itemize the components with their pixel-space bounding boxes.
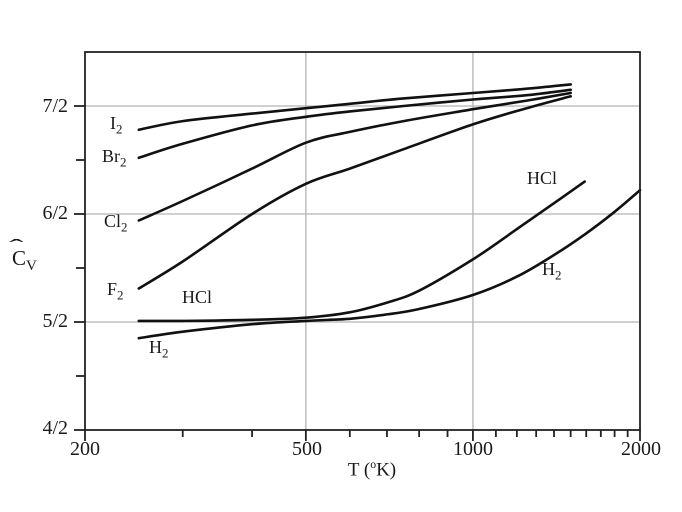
curve-label-h2-left-sub: 2 <box>162 345 169 361</box>
curve-label-f2-text: F <box>107 279 118 299</box>
curve-label-i2-sub: 2 <box>116 121 123 137</box>
curve-br2 <box>137 88 572 160</box>
curve-h2 <box>137 188 642 340</box>
circumflex-hat-glyph: ˆ <box>9 236 24 258</box>
curve-hcl <box>137 180 586 323</box>
curve-label-cl2-text: Cl <box>104 211 122 231</box>
curve-i2 <box>137 83 572 132</box>
x-tick-label-2000: 2000 <box>621 438 661 460</box>
curve-label-h2-left: H2 <box>149 337 168 361</box>
y-axis-title: ˆ CV <box>9 236 37 275</box>
x-axis-title: T (oK) <box>312 454 432 481</box>
x-tick-label-1000: 1000 <box>453 438 493 460</box>
curve-label-br2: Br2 <box>102 146 126 170</box>
curve-label-h2-right: H2 <box>542 259 561 283</box>
curve-label-h2-right-sub: 2 <box>555 267 562 283</box>
curve-label-cl2-sub: 2 <box>121 219 128 235</box>
x-axis-title-suffix: K) <box>376 459 397 481</box>
curve-f2 <box>137 95 572 290</box>
curve-label-br2-text: Br <box>102 146 120 166</box>
curve-label-br2-sub: 2 <box>120 154 127 170</box>
x-tick-label-200: 200 <box>70 438 100 460</box>
curve-label-hcl-left-text: HCl <box>182 287 213 307</box>
y-tick-label-7-2: 7/2 <box>42 95 68 117</box>
curve-label-i2: I2 <box>110 113 122 137</box>
curve-label-hcl-right-text: HCl <box>527 168 558 188</box>
y-axis-title-subscript: V <box>26 258 37 275</box>
x-tick-label-500: 500 <box>292 438 322 460</box>
curve-label-f2: F2 <box>107 279 124 303</box>
curve-label-i2-text: I <box>110 113 116 133</box>
y-tick-label-4-2: 4/2 <box>42 417 68 439</box>
y-tick-label-6-2: 6/2 <box>42 202 68 224</box>
curve-label-f2-sub: 2 <box>117 287 124 303</box>
y-axis-title-letter: C <box>12 246 27 270</box>
curve-label-cl2: Cl2 <box>104 211 128 235</box>
x-axis-title-prefix: T ( <box>347 459 371 481</box>
x-axis-title-degree-superscript: o <box>370 458 377 471</box>
curve-label-hcl-right: HCl <box>527 168 557 188</box>
curve-cl2 <box>137 91 572 222</box>
curve-label-h2-left-text: H <box>149 337 162 357</box>
y-tick-label-5-2: 5/2 <box>42 310 68 332</box>
curve-label-h2-right-text: H <box>542 259 555 279</box>
curve-label-hcl-left: HCl <box>182 287 212 307</box>
plot-border <box>84 51 641 431</box>
